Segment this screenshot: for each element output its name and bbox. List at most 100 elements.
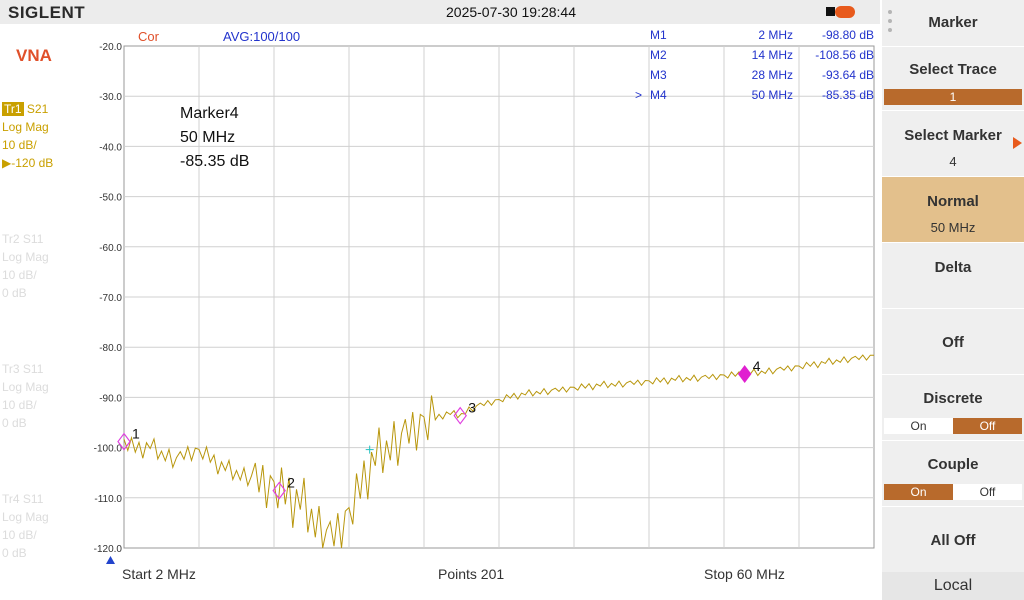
marker-diamond (272, 481, 286, 500)
softkey-menu: Marker Select Trace 1 Select Marker 4 No… (882, 0, 1024, 600)
y-tick-label: -20.0 (99, 42, 122, 53)
discrete-toggle[interactable]: Discrete On Off (882, 374, 1024, 440)
menu-title: Marker (882, 0, 1024, 46)
trace-ref: 0 dB (2, 286, 27, 300)
plot-grid (123, 45, 875, 549)
trace-id: Tr2 (2, 232, 20, 246)
trace-id: Tr1 (2, 102, 24, 116)
marker-frequency: 28 MHz (752, 68, 793, 82)
points-count: Points 201 (438, 566, 504, 582)
delta-marker-button[interactable]: Delta (882, 242, 1024, 308)
y-tick-label: -50.0 (99, 193, 122, 204)
trace-1-info[interactable]: Tr1 S21 Log Mag 10 dB/ ▶-120 dB (2, 100, 53, 172)
trace-format: Log Mag (2, 120, 49, 134)
trace-panel: VNA Tr1 S21 Log Mag 10 dB/ ▶-120 dB Tr2 … (0, 24, 90, 600)
marker-diamond (737, 365, 752, 384)
marker-name: M4 (650, 88, 667, 102)
normal-label: Normal (927, 193, 979, 210)
trace-2-info[interactable]: Tr2 S11 Log Mag 10 dB/ 0 dB (2, 230, 49, 302)
marker-table-row: M1 2 MHz -98.80 dB (650, 28, 874, 42)
siglent-logo: SIGLENT (8, 3, 86, 22)
y-tick-label: -110.0 (94, 494, 122, 505)
discrete-off-option[interactable]: Off (953, 418, 1022, 434)
couple-on-option[interactable]: On (884, 484, 953, 500)
marker-table: M1 2 MHz -98.80 dB M2 14 MHz -108.56 dB M3 28 M… (635, 28, 874, 102)
marker-table-row: M2 14 MHz -108.56 dB (650, 48, 874, 62)
y-axis-ticks: -20.0 -30.0 -40.0 -50.0 -60.0 -70.0 -80.0 -90.0… (94, 42, 123, 555)
couple-label: Couple (927, 456, 979, 473)
reference-arrow-icon (106, 556, 115, 564)
trace-ref: ▶-120 dB (2, 156, 54, 170)
y-tick-label: -90.0 (99, 393, 122, 404)
marker-diamond (117, 432, 131, 451)
marker-name: M2 (650, 48, 667, 62)
select-trace-button[interactable]: Select Trace 1 (882, 46, 1024, 110)
y-tick-label: -60.0 (99, 243, 122, 254)
marker-pointer: > (635, 88, 642, 102)
measurement-plot[interactable]: -20.0 -30.0 -40.0 -50.0 -60.0 -70.0 -80.0 -90.0… (90, 24, 882, 600)
marker-2-icon: 2 (272, 475, 295, 500)
marker-name: M1 (650, 28, 667, 42)
y-tick-label: -80.0 (99, 343, 122, 354)
marker-diamond (453, 406, 467, 425)
stop-frequency: Stop 60 MHz (704, 566, 785, 582)
submenu-arrow-icon (1013, 137, 1022, 149)
marker-readout-freq: 50 MHz (180, 129, 235, 146)
marker-readout-value: -85.35 dB (180, 153, 249, 170)
trace-ref: 0 dB (2, 416, 27, 430)
trace-param: S11 (22, 492, 44, 506)
y-tick-label: -40.0 (99, 142, 122, 153)
marker-3-icon: 3 (453, 400, 476, 425)
usb-icon (826, 5, 856, 19)
marker-value: -85.35 dB (822, 88, 874, 102)
trace-scale: 10 dB/ (2, 528, 37, 542)
marker-number: 1 (132, 426, 140, 442)
y-tick-label: -120.0 (94, 544, 123, 555)
y-tick-label: -30.0 (99, 92, 122, 103)
marker-4-icon: 4 (737, 358, 761, 384)
marker-frequency: 2 MHz (758, 28, 793, 42)
select-trace-value: 1 (884, 89, 1022, 105)
select-marker-label: Select Marker (904, 127, 1002, 144)
marker-readout-name: Marker4 (180, 105, 239, 122)
trace-scale: 10 dB/ (2, 268, 37, 282)
marker-value: -108.56 dB (815, 48, 874, 62)
normal-value: 50 MHz (930, 220, 976, 235)
y-tick-label: -70.0 (99, 293, 122, 304)
discrete-on-option[interactable]: On (884, 418, 953, 434)
marker-frequency: 14 MHz (752, 48, 793, 62)
trace-ref: 0 dB (2, 546, 27, 560)
local-button[interactable]: Local (882, 572, 1024, 600)
marker-value: -93.64 dB (822, 68, 874, 82)
trace-param: S21 (26, 102, 49, 116)
couple-toggle[interactable]: Couple On Off (882, 440, 1024, 506)
marker-number: 4 (753, 358, 761, 374)
trace-param: S11 (22, 362, 44, 376)
delta-label: Delta (934, 259, 972, 276)
marker-off-button[interactable]: Off (882, 308, 1024, 374)
trace-id: Tr4 (2, 492, 20, 506)
date-time: 2025-07-30 19:28:44 (446, 4, 576, 20)
trace-format: Log Mag (2, 510, 49, 524)
select-marker-value: 4 (949, 154, 957, 169)
marker-name: M3 (650, 68, 667, 82)
trace-scale: 10 dB/ (2, 398, 37, 412)
marker-table-row: M3 28 MHz -93.64 dB (650, 68, 874, 82)
normal-marker-button[interactable]: Normal 50 MHz (882, 176, 1024, 242)
discrete-switch[interactable]: On Off (884, 418, 1022, 434)
trace-format: Log Mag (2, 380, 49, 394)
all-off-button[interactable]: All Off (882, 506, 1024, 572)
marker-number: 3 (468, 400, 476, 416)
plot-markers: 1 2 3 4 (117, 358, 761, 500)
couple-off-option[interactable]: Off (953, 484, 1022, 500)
trace-id: Tr3 (2, 362, 20, 376)
trace-scale: 10 dB/ (2, 138, 37, 152)
off-label: Off (942, 334, 964, 351)
marker-frequency: 50 MHz (752, 88, 793, 102)
marker-readout: Marker4 50 MHz -85.35 dB (180, 105, 249, 170)
couple-switch[interactable]: On Off (884, 484, 1022, 500)
select-marker-button[interactable]: Select Marker 4 (882, 110, 1024, 176)
trace-cursor-icon (365, 445, 374, 454)
trace-4-info[interactable]: Tr4 S11 Log Mag 10 dB/ 0 dB (2, 490, 49, 562)
trace-3-info[interactable]: Tr3 S11 Log Mag 10 dB/ 0 dB (2, 360, 49, 432)
